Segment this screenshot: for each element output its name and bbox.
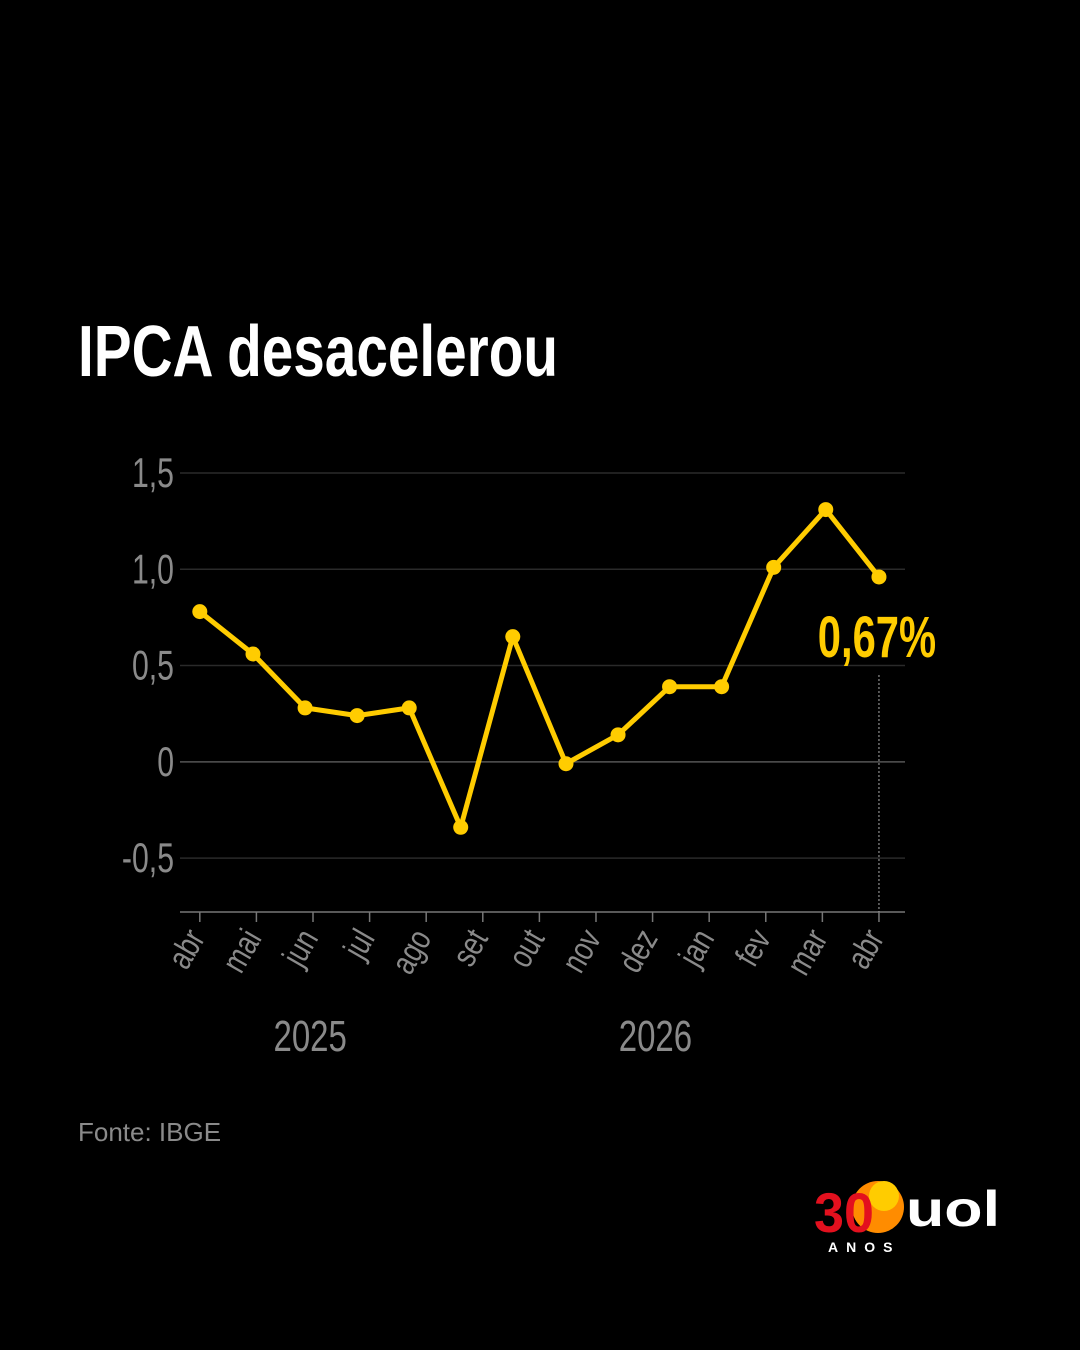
year-label: 2025 [273,1013,346,1062]
point [192,604,208,620]
chart-title: IPCA desacelerou [78,312,558,392]
point [297,700,313,716]
logo-circle-inner [869,1181,899,1211]
source: Fonte: IBGE [78,1117,221,1147]
line [198,507,881,830]
point [766,559,782,575]
point [505,629,521,645]
point [714,679,730,695]
point [662,679,678,695]
point [558,756,574,772]
point [453,819,469,835]
point [871,569,887,585]
y-tick-label: 0,5 [132,642,174,689]
point [401,700,417,716]
logo: 30 uol ANOS [814,1181,1000,1255]
point [818,502,834,518]
y-tick-label: 1,5 [132,449,174,496]
y-tick-label: -0,5 [122,834,174,881]
logo-subtitle: ANOS [828,1239,900,1255]
point [349,708,365,724]
annotation: 0,67% [818,604,936,669]
point [245,646,261,662]
y-tick-label: 0 [157,738,174,785]
logo-brand: uol [906,1181,1000,1237]
year-label: 2026 [619,1013,692,1062]
y-tick-label: 1,0 [132,545,174,592]
logo-number: 30 [814,1181,874,1244]
point [610,727,626,743]
